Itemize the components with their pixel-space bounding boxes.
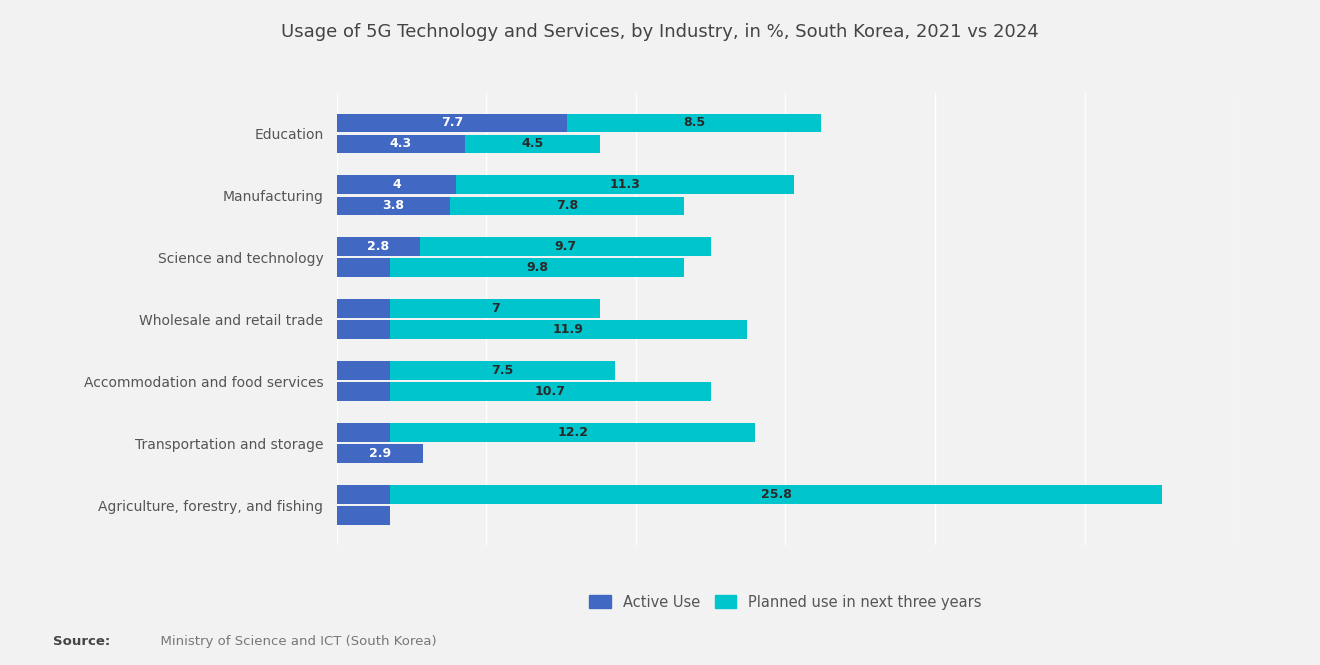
Bar	[337, 444, 424, 463]
Bar	[337, 197, 450, 215]
Text: 4.5: 4.5	[521, 138, 544, 150]
Bar	[337, 382, 391, 401]
Text: 12.2: 12.2	[557, 426, 589, 439]
Text: 9.8: 9.8	[527, 261, 548, 274]
Text: 3.8: 3.8	[383, 200, 404, 212]
Bar	[391, 299, 599, 318]
Legend: Active Use, Planned use in next three years: Active Use, Planned use in next three ye…	[583, 589, 987, 615]
Bar	[391, 382, 710, 401]
Bar	[568, 114, 821, 132]
Text: Usage of 5G Technology and Services, by Industry, in %, South Korea, 2021 vs 202: Usage of 5G Technology and Services, by …	[281, 23, 1039, 41]
Text: 7.5: 7.5	[491, 364, 513, 377]
Bar	[337, 114, 568, 132]
Text: 9.7: 9.7	[554, 240, 577, 253]
Text: 11.9: 11.9	[553, 323, 583, 336]
Text: 7: 7	[491, 302, 499, 315]
Text: 8.5: 8.5	[682, 116, 705, 129]
Bar	[337, 506, 391, 525]
Text: 7.8: 7.8	[556, 200, 578, 212]
Text: 10.7: 10.7	[535, 385, 566, 398]
Bar	[391, 259, 684, 277]
Bar	[337, 237, 420, 256]
Bar	[450, 197, 684, 215]
Bar	[337, 321, 391, 339]
Bar	[391, 485, 1163, 504]
Bar	[457, 176, 795, 194]
Bar	[337, 134, 465, 153]
Bar	[337, 485, 391, 504]
Text: Ministry of Science and ICT (South Korea): Ministry of Science and ICT (South Korea…	[152, 635, 437, 648]
Bar	[391, 321, 747, 339]
Bar	[337, 423, 391, 442]
Bar	[465, 134, 599, 153]
Text: 4: 4	[392, 178, 401, 192]
Bar	[337, 176, 457, 194]
Bar	[337, 299, 391, 318]
Text: 11.3: 11.3	[610, 178, 640, 192]
Bar	[391, 423, 755, 442]
Text: 4.3: 4.3	[389, 138, 412, 150]
Text: 2.9: 2.9	[368, 447, 391, 460]
Bar	[337, 259, 391, 277]
Text: 7.7: 7.7	[441, 116, 463, 129]
Text: 25.8: 25.8	[762, 488, 792, 501]
Text: Source:: Source:	[53, 635, 110, 648]
Bar	[337, 361, 391, 380]
Bar	[391, 361, 615, 380]
Text: 2.8: 2.8	[367, 240, 389, 253]
Bar	[420, 237, 710, 256]
